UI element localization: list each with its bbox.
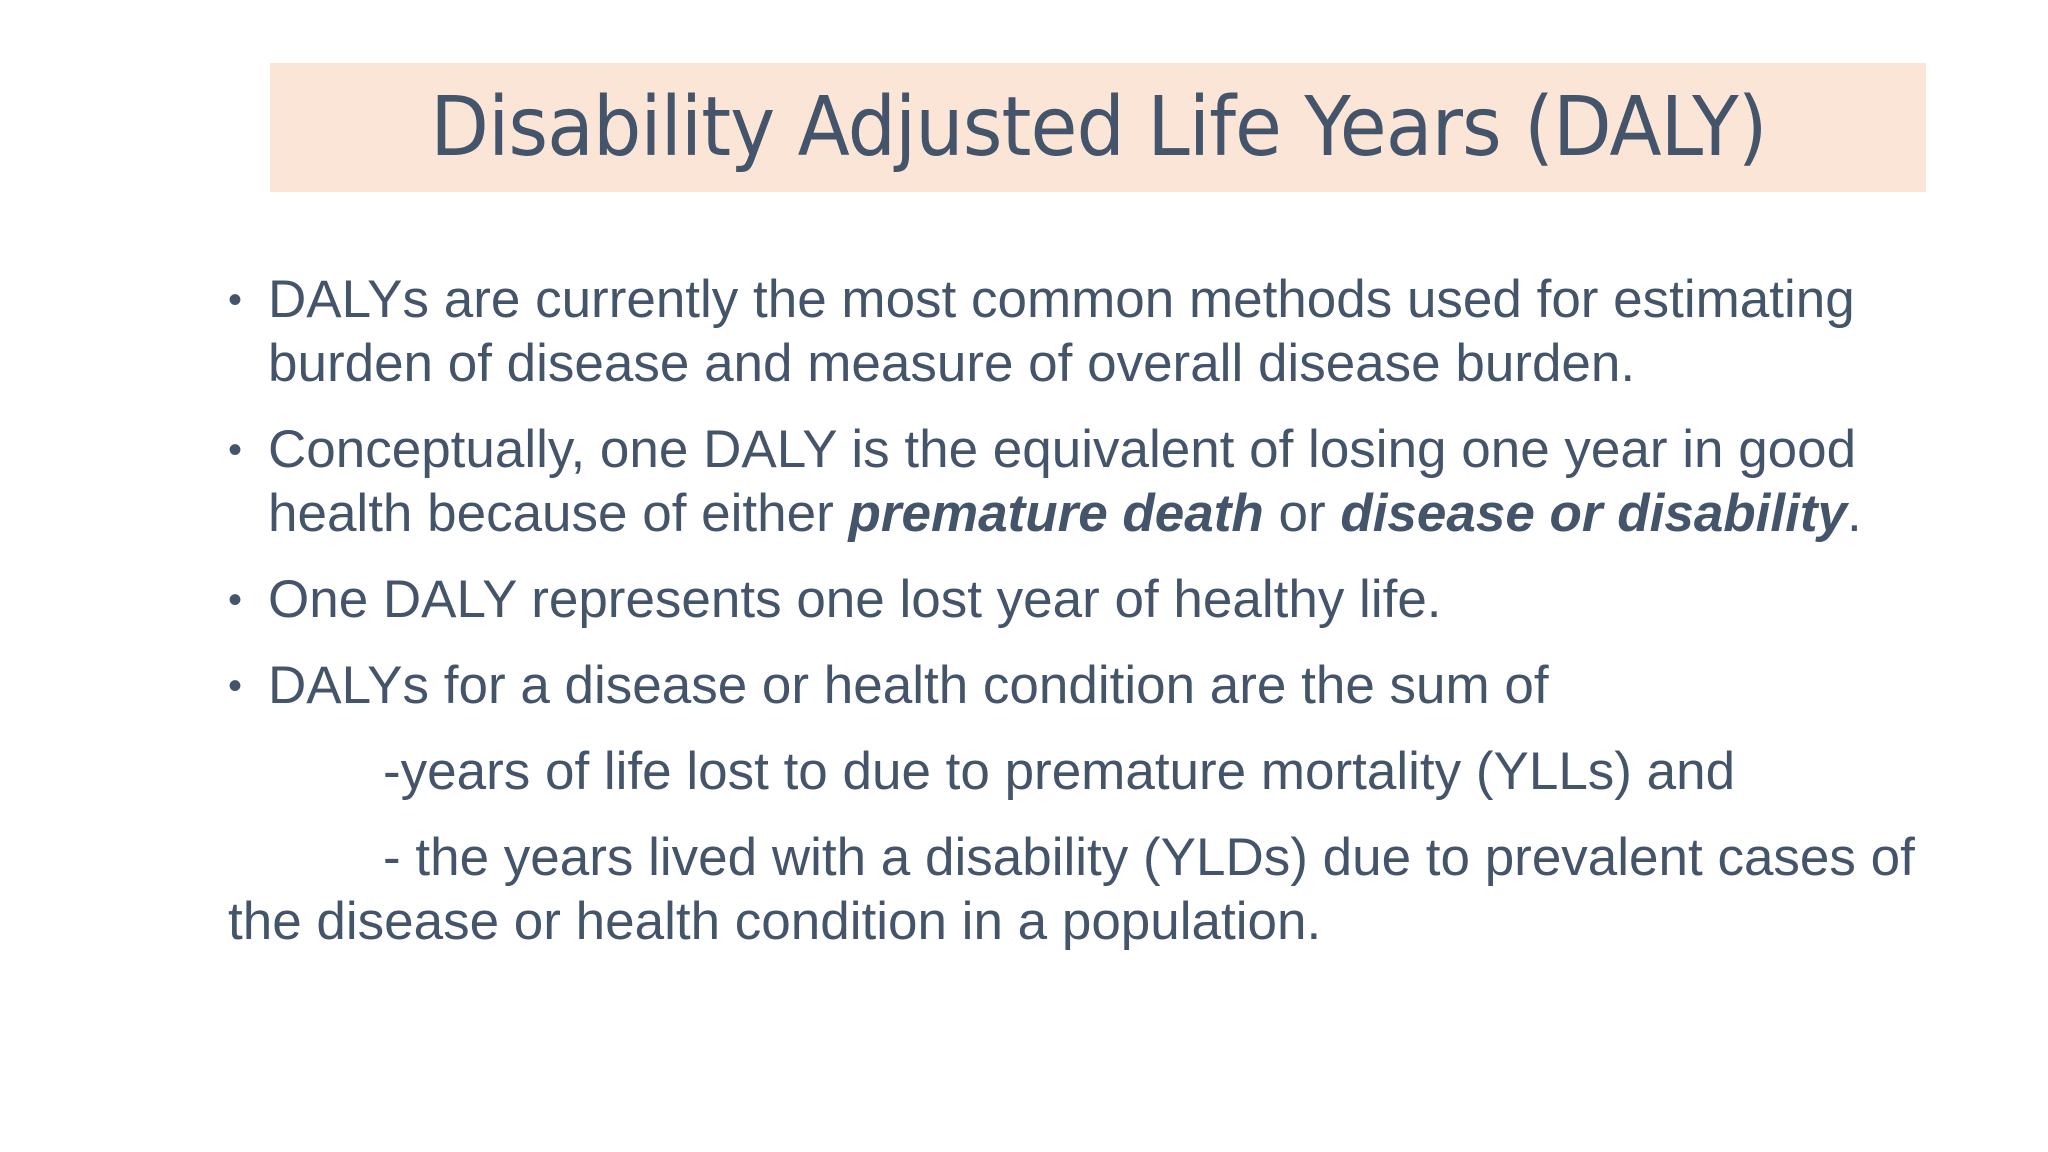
bullet-text: DALYs for a disease or health condition … bbox=[268, 656, 1549, 715]
bullet-text-connector: or bbox=[1263, 484, 1341, 543]
bullet-dot-icon: • bbox=[228, 578, 243, 622]
sub-item-ylls: -years of life lost to due to premature … bbox=[383, 742, 1736, 801]
bullet-item: • One DALY represents one lost year of h… bbox=[228, 568, 1948, 632]
sub-item-ylds: - the years lived with a disability (YLD… bbox=[228, 828, 1915, 951]
bullet-text: One DALY represents one lost year of hea… bbox=[268, 570, 1442, 629]
bullet-text: DALYs are currently the most common meth… bbox=[268, 270, 1855, 393]
slide-title: Disability Adjusted Life Years (DALY) bbox=[429, 80, 1767, 175]
bullet-text-end: . bbox=[1847, 484, 1862, 543]
title-band: Disability Adjusted Life Years (DALY) bbox=[270, 63, 1926, 192]
bullet-dot-icon: • bbox=[228, 278, 243, 322]
bullet-item: • DALYs are currently the most common me… bbox=[228, 268, 1948, 396]
bullet-item: • Conceptually, one DALY is the equivale… bbox=[228, 418, 1948, 546]
bullet-dot-icon: • bbox=[228, 428, 243, 472]
bullet-dot-icon: • bbox=[228, 664, 243, 708]
bullet-text: Conceptually, one DALY is the equivalent… bbox=[268, 420, 1857, 543]
emphasis-premature-death: premature death bbox=[848, 484, 1264, 543]
emphasis-disease-or-disability: disease or disability bbox=[1340, 484, 1847, 543]
slide-body: • DALYs are currently the most common me… bbox=[228, 268, 1948, 954]
bullet-item: • DALYs for a disease or health conditio… bbox=[228, 654, 1948, 718]
